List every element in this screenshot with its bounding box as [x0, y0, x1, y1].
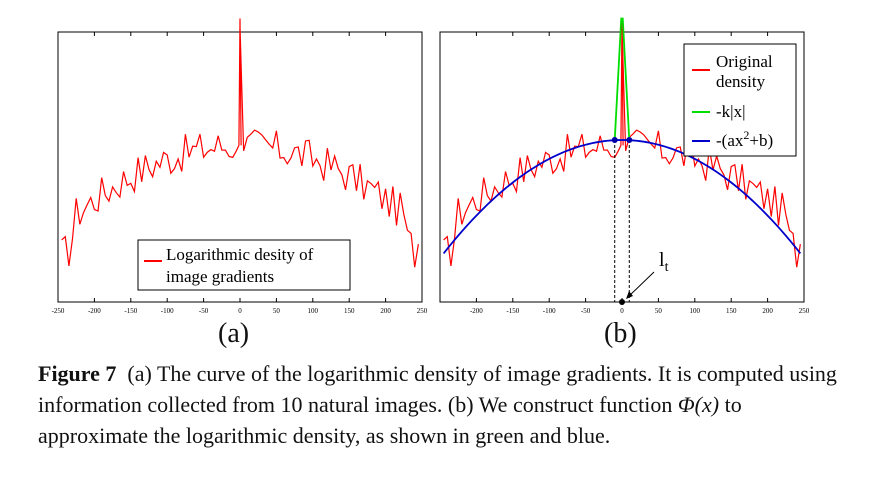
- panel-a-label: (a): [218, 318, 250, 349]
- x-tick-label: -200: [88, 307, 101, 315]
- legend-label: image gradients: [166, 267, 274, 286]
- x-tick-label: 200: [762, 307, 773, 315]
- figure-caption: Figure 7 (a) The curve of the logarithmi…: [38, 358, 838, 451]
- lt-arrowhead: [626, 291, 633, 299]
- x-tick-label: -200: [470, 307, 483, 315]
- x-tick-label: -150: [124, 307, 137, 315]
- x-tick-label: 250: [417, 307, 428, 315]
- x-tick-label: 100: [308, 307, 319, 315]
- lt-annotation: lt: [659, 249, 669, 275]
- x-tick-label: -100: [161, 307, 174, 315]
- lt-point: [611, 137, 618, 143]
- legend-label: Original: [716, 52, 773, 71]
- lt-arrow: [626, 271, 655, 299]
- x-tick-label: 0: [620, 307, 624, 315]
- panel-b-label: (b): [604, 318, 637, 349]
- x-tick-label: 200: [380, 307, 391, 315]
- x-tick-label: 150: [344, 307, 355, 315]
- caption-text-1: (a) The curve of the logarithmic density…: [38, 361, 837, 417]
- caption-math: Φ(x): [677, 392, 720, 417]
- legend-box: [683, 43, 797, 157]
- panel-b-chart: -200 -150 -100 -50 0 50 100 150 200 250 lt Original…: [439, 17, 810, 315]
- legend-label: -k|x|: [716, 102, 745, 121]
- caption-text-2: to approximate the logarithmic density, …: [38, 392, 742, 448]
- x-tick-label: 50: [273, 307, 281, 315]
- parabola-fit-line: [442, 139, 802, 254]
- x-tick-label: 250: [799, 307, 810, 315]
- x-tick-label: -100: [543, 307, 556, 315]
- original-density-line: [443, 18, 801, 268]
- linear-fit-line: [613, 17, 631, 141]
- legend-box: [137, 239, 351, 291]
- x-tick-label: 100: [690, 307, 701, 315]
- x-tick-label: -50: [199, 307, 209, 315]
- charts-area: -250 -200 -150 -100 -50 0 50 100 150 200 250 Logari…: [52, 17, 810, 315]
- origin-point: [619, 299, 625, 305]
- x-tick-label: 50: [655, 307, 663, 315]
- x-tick-label: -50: [581, 307, 591, 315]
- legend-label: density: [716, 72, 766, 91]
- figure-number: Figure 7: [38, 361, 117, 386]
- x-tick-label: 0: [238, 307, 242, 315]
- x-tick-label: -150: [506, 307, 519, 315]
- panel-a-chart: -250 -200 -150 -100 -50 0 50 100 150 200 250 Logari…: [52, 18, 428, 315]
- legend-label: -(ax2+b): [716, 128, 773, 150]
- x-tick-label: -250: [52, 307, 65, 315]
- original-density-line: [61, 18, 419, 268]
- lt-point: [626, 137, 633, 143]
- legend-label: Logarithmic desity of: [166, 245, 314, 264]
- x-tick-label: 150: [726, 307, 737, 315]
